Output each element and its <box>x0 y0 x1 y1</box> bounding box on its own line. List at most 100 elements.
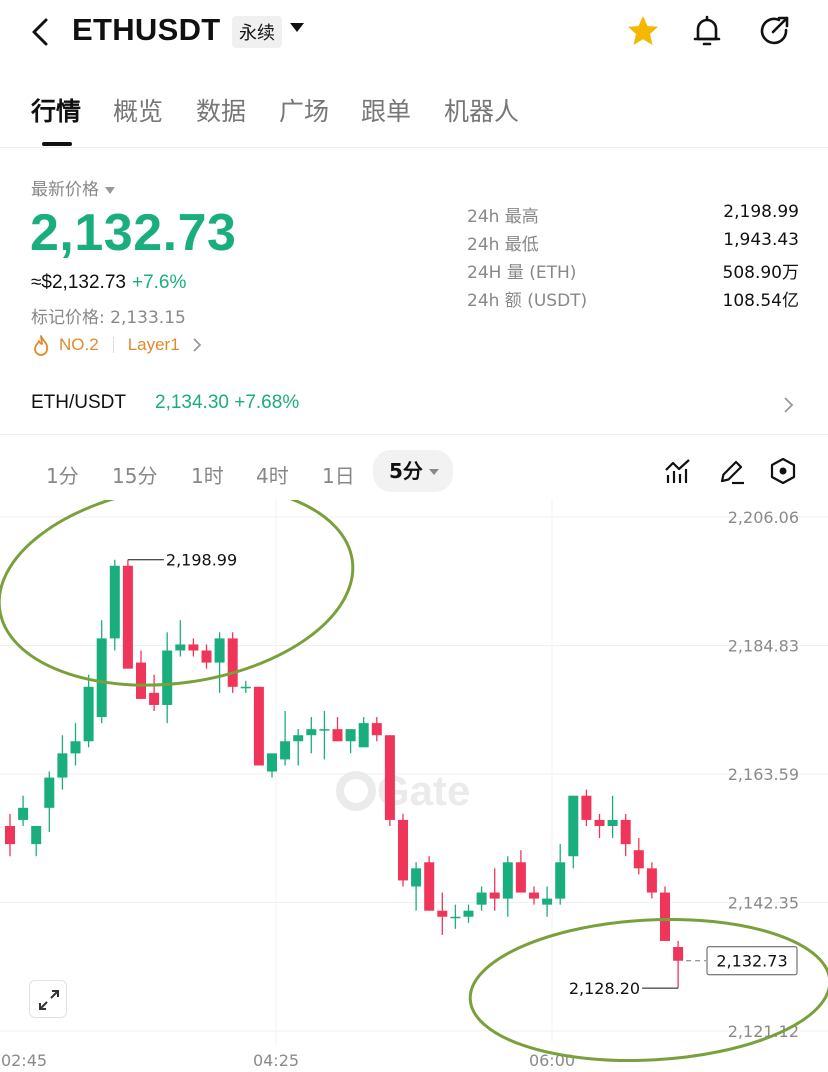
candle-body <box>293 735 304 742</box>
asset-tags[interactable]: NO.2 Layer1 <box>31 333 202 357</box>
last-price: 2,132.73 <box>30 204 237 262</box>
candle-body <box>5 825 15 845</box>
candle-body <box>502 862 513 899</box>
candle-body <box>96 638 107 718</box>
mark-price: 标记价格: 2,133.15 <box>31 308 186 328</box>
candle-body <box>489 892 500 899</box>
candle-body <box>358 723 369 748</box>
candle-body <box>529 892 539 899</box>
interval-1h[interactable]: 1时 <box>191 464 224 488</box>
spot-pair: ETH/USDT <box>31 392 126 413</box>
stat-row: 24h 最低 1,943.43 <box>467 228 799 256</box>
interval-1m[interactable]: 1分 <box>46 464 79 488</box>
candle-body <box>607 819 618 826</box>
candle-body <box>463 910 474 917</box>
candle-body <box>109 565 120 639</box>
candle-body <box>280 741 291 760</box>
candle-body <box>673 947 684 961</box>
flame-icon <box>34 335 49 356</box>
top-bar: ETHUSDT 永续 <box>0 0 828 64</box>
candle-body <box>542 898 553 905</box>
indicator-icon[interactable] <box>663 456 693 486</box>
current-price-label: 2,132.73 <box>716 952 787 971</box>
low-price-label: 2,128.20 <box>569 979 640 998</box>
price-type-selector[interactable]: 最新价格 <box>31 175 115 200</box>
current-price-box <box>706 946 798 976</box>
candle-body <box>57 753 68 778</box>
star-icon[interactable] <box>626 14 660 48</box>
price-change: +7.6% <box>131 272 187 293</box>
rank-tag: NO.2 <box>59 335 99 354</box>
candle-body <box>201 650 212 663</box>
candle-body <box>149 692 160 705</box>
stat-label: 24h 最高 <box>467 207 539 227</box>
caret-down-icon[interactable] <box>290 23 304 32</box>
tab-overview[interactable]: 概览 <box>113 97 164 126</box>
interval-4h[interactable]: 4时 <box>256 464 289 488</box>
candle-body <box>122 565 133 669</box>
tab-bots[interactable]: 机器人 <box>444 97 520 126</box>
usd-value-line: ≈$2,132.73 +7.6% <box>31 272 186 294</box>
highlight-circle-low <box>468 917 828 1063</box>
candle-body <box>594 819 605 826</box>
fullscreen-button[interactable] <box>29 980 67 1018</box>
tab-market[interactable]: 行情 <box>31 97 82 126</box>
candle-body <box>371 723 382 736</box>
candle-body <box>227 638 238 687</box>
tab-copy-trading[interactable]: 跟单 <box>361 97 412 126</box>
y-tick-label: 2,121.12 <box>728 1022 799 1041</box>
candle-body <box>44 777 55 808</box>
candle-body <box>214 638 225 663</box>
candle-body <box>240 686 251 689</box>
candle-body <box>515 862 526 893</box>
stat-row: 24H 量 (ETH) 508.90万 <box>467 256 799 284</box>
candle-body <box>345 729 356 742</box>
divider <box>0 434 828 435</box>
pencil-icon[interactable] <box>717 456 747 486</box>
candle-body <box>31 825 42 845</box>
share-icon[interactable] <box>757 14 791 48</box>
candle-body <box>660 892 670 941</box>
page-title[interactable]: ETHUSDT <box>72 12 221 47</box>
candle-body <box>319 729 330 731</box>
candle-body <box>175 644 186 651</box>
stat-value: 2,198.99 <box>723 202 799 222</box>
interval-1d[interactable]: 1日 <box>322 464 355 488</box>
stat-row: 24h 额 (USDT) 108.54亿 <box>467 284 799 312</box>
candle-body <box>188 644 199 651</box>
x-tick-label: 04:25 <box>253 1051 299 1070</box>
tab-data[interactable]: 数据 <box>196 97 247 126</box>
candle-body <box>476 892 487 905</box>
candle-body <box>267 753 277 772</box>
perpetual-badge: 永续 <box>232 16 282 48</box>
chevron-left-icon[interactable] <box>26 14 56 50</box>
category-tag: Layer1 <box>127 335 180 354</box>
candle-body <box>83 686 94 742</box>
interval-15m[interactable]: 15分 <box>112 464 158 488</box>
candle-body <box>568 795 579 857</box>
bell-icon[interactable] <box>690 14 724 48</box>
interval-5m[interactable]: 5分 <box>373 450 453 492</box>
watermark-logo <box>336 771 376 811</box>
candle-body <box>384 735 395 820</box>
candle-body <box>450 916 461 919</box>
candle-body <box>437 910 448 917</box>
candle-body <box>646 868 657 893</box>
y-tick-label: 2,163.59 <box>728 765 799 784</box>
caret-down-icon <box>428 469 439 475</box>
candle-body <box>18 807 29 820</box>
settings-hex-icon[interactable] <box>768 456 798 486</box>
candlestick-chart[interactable]: Gate2,206.062,184.832,163.592,142.352,12… <box>0 500 828 1072</box>
highlight-circle-high <box>0 500 355 687</box>
stat-value: 508.90万 <box>722 263 799 283</box>
y-tick-label: 2,206.06 <box>728 508 799 527</box>
usd-value: ≈$2,132.73 <box>31 272 126 293</box>
candle-body <box>332 729 343 742</box>
candle-body <box>398 819 408 881</box>
spot-price-change: 2,134.30 +7.68% <box>155 392 300 413</box>
spot-pair-row[interactable]: ETH/USDT 2,134.30 +7.68% <box>0 380 828 430</box>
tab-square[interactable]: 广场 <box>279 97 330 126</box>
candle-body <box>306 729 317 736</box>
candle-body <box>424 862 435 911</box>
candle-body <box>633 850 644 869</box>
